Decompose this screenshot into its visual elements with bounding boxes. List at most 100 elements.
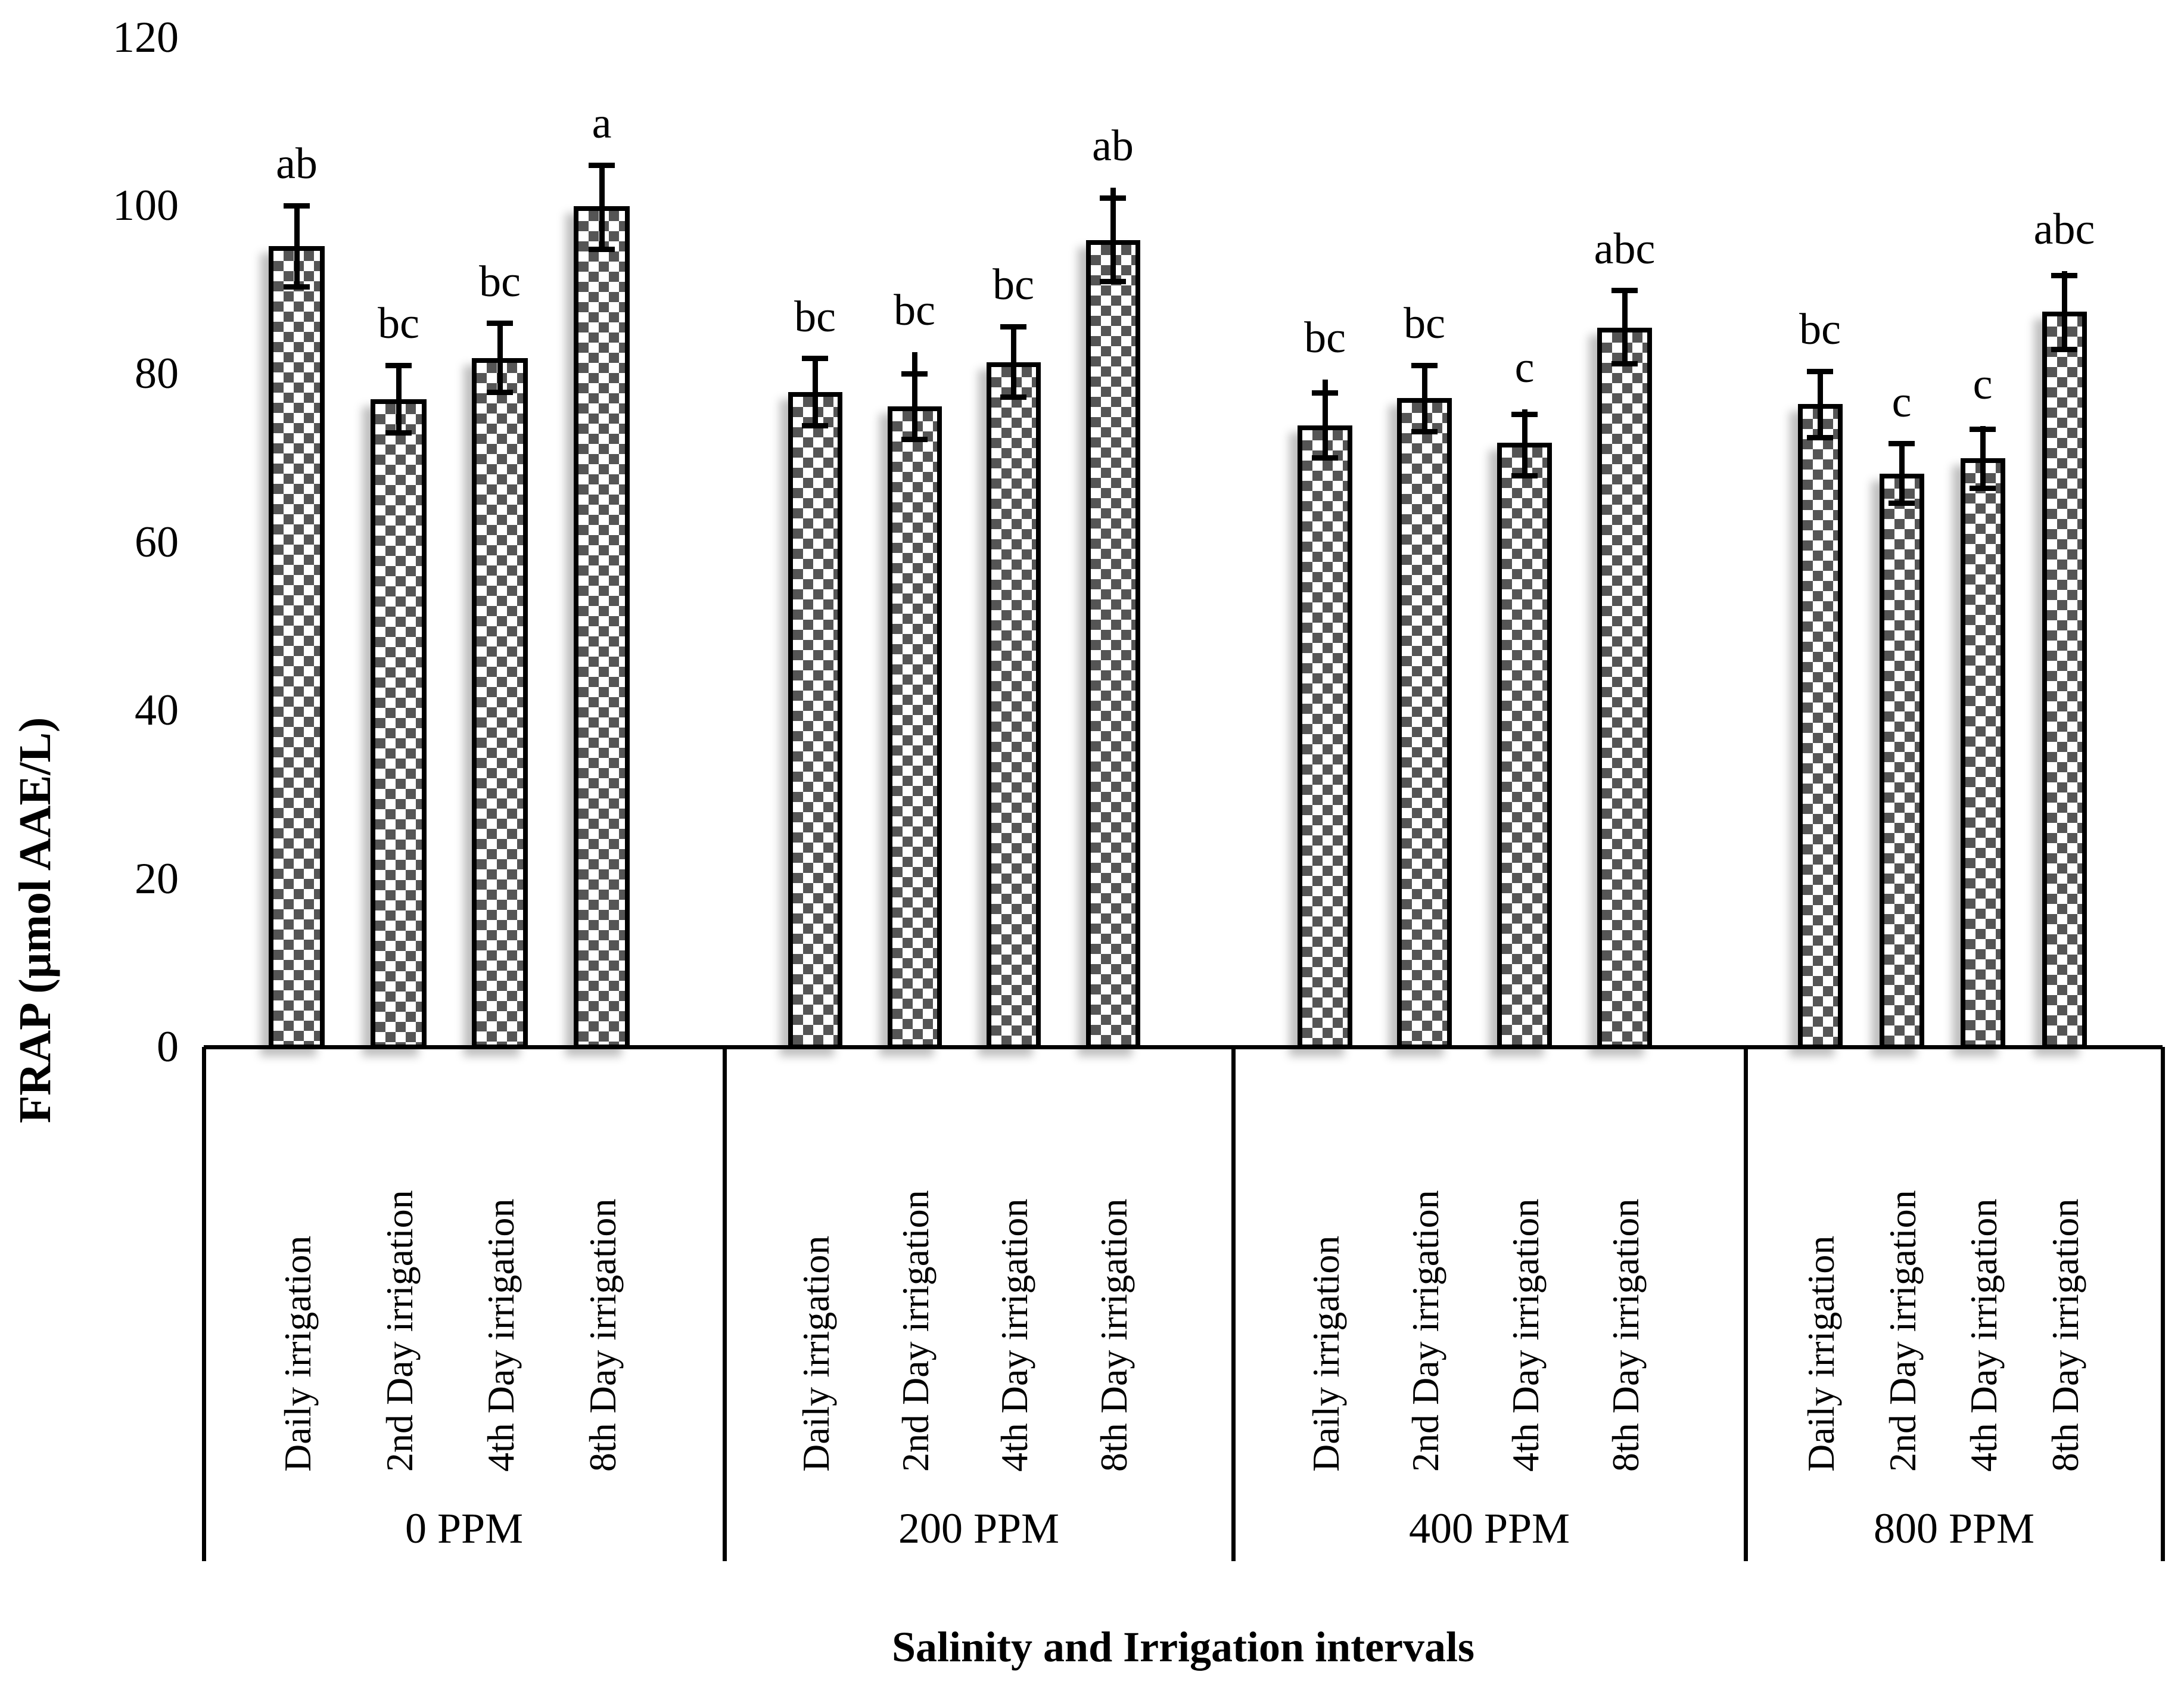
y-tick-label: 40 <box>135 686 179 735</box>
error-bar-bottom-cap <box>802 423 828 429</box>
error-bar-line <box>1817 371 1823 438</box>
category-box-divider <box>1744 1047 1748 1561</box>
bar <box>371 399 427 1049</box>
error-bar-top-cap <box>1511 411 1538 417</box>
bar <box>1397 398 1452 1049</box>
category-label: 2nd Day irrigation <box>1404 1190 1446 1472</box>
category-box-divider <box>1231 1047 1236 1561</box>
category-label: 4th Day irrigation <box>993 1198 1035 1472</box>
error-bar-bottom-cap <box>385 430 412 436</box>
category-box-divider <box>202 1047 206 1561</box>
category-label: Daily irrigation <box>1305 1235 1347 1472</box>
category-label: 2nd Day irrigation <box>894 1190 937 1472</box>
error-bar-top-cap <box>1970 427 1996 433</box>
error-bar-line <box>1322 380 1328 458</box>
error-bar-bottom-cap <box>589 246 615 252</box>
error-bar-top-cap <box>2051 272 2077 278</box>
bar <box>986 362 1041 1049</box>
y-tick-label: 80 <box>135 349 179 399</box>
significance-letter: bc <box>1404 299 1445 349</box>
bar <box>1879 474 1924 1049</box>
significance-letter: bc <box>1304 313 1346 363</box>
significance-letter: abc <box>1594 224 1656 273</box>
y-tick-label: 100 <box>113 181 179 230</box>
error-bar-bottom-cap <box>487 389 513 395</box>
error-bar-top-cap <box>1611 288 1638 294</box>
category-label: 4th Day irrigation <box>1504 1198 1547 1472</box>
significance-letter: bc <box>378 299 419 349</box>
y-tick-label: 0 <box>157 1022 179 1071</box>
bar <box>1298 425 1352 1049</box>
bar <box>1497 443 1552 1049</box>
group-label: 400 PPM <box>1408 1505 1570 1552</box>
error-bar-top-cap <box>589 162 615 168</box>
group-label: 800 PPM <box>1873 1505 2035 1552</box>
bar <box>788 392 842 1049</box>
bar <box>269 245 325 1049</box>
significance-letter: c <box>1973 359 1993 409</box>
error-bar-top-cap <box>284 203 310 209</box>
bar <box>1597 327 1652 1049</box>
significance-letter: bc <box>993 260 1034 310</box>
error-bar-bottom-cap <box>1312 455 1338 461</box>
error-bar-top-cap <box>1312 390 1338 396</box>
significance-letter: bc <box>894 285 935 335</box>
error-bar-line <box>2061 271 2067 350</box>
error-bar-line <box>294 206 300 287</box>
category-label: Daily irrigation <box>795 1235 837 1472</box>
error-bar-line <box>1110 188 1116 282</box>
y-tick-label: 120 <box>113 13 179 62</box>
group-label: 0 PPM <box>405 1505 524 1552</box>
category-box-divider <box>723 1047 727 1561</box>
error-bar-line <box>1980 425 1986 489</box>
error-bar-line <box>1522 409 1527 476</box>
category-label: 8th Day irrigation <box>1604 1198 1647 1472</box>
bar <box>887 406 942 1049</box>
error-bar-bottom-cap <box>1611 360 1638 366</box>
category-label: 2nd Day irrigation <box>378 1190 421 1472</box>
category-label: Daily irrigation <box>1800 1235 1842 1472</box>
y-tick-label: 60 <box>135 517 179 567</box>
x-axis-title: Salinity and Irrigation intervals <box>891 1623 1475 1671</box>
error-bar-line <box>497 323 503 393</box>
significance-letter: bc <box>794 292 836 341</box>
error-bar-top-cap <box>901 371 928 377</box>
category-box-divider <box>2161 1047 2165 1561</box>
category-label: Daily irrigation <box>276 1235 319 1472</box>
error-bar-bottom-cap <box>901 437 928 443</box>
error-bar-line <box>1622 290 1628 364</box>
category-label: 8th Day irrigation <box>581 1198 624 1472</box>
category-label: 4th Day irrigation <box>480 1198 522 1472</box>
category-label: 8th Day irrigation <box>1093 1198 1135 1472</box>
error-bar-bottom-cap <box>1100 278 1126 284</box>
bar <box>2042 311 2087 1049</box>
error-bar-top-cap <box>1889 441 1915 447</box>
error-bar-top-cap <box>487 321 513 327</box>
error-bar-line <box>1010 327 1016 397</box>
error-bar-line <box>1421 365 1427 432</box>
significance-letter: abc <box>2033 205 2095 254</box>
significance-letter: bc <box>479 257 521 306</box>
error-bar-bottom-cap <box>284 284 310 290</box>
significance-letter: c <box>1514 343 1535 392</box>
bar <box>1960 458 2005 1049</box>
x-axis-baseline <box>204 1045 2163 1049</box>
error-bar-bottom-cap <box>1511 473 1538 478</box>
error-bar-top-cap <box>1411 362 1438 368</box>
error-bar-line <box>911 352 917 440</box>
significance-letter: c <box>1891 377 1912 427</box>
error-bar-line <box>812 358 818 426</box>
error-bar-line <box>396 365 402 433</box>
significance-letter: ab <box>1092 122 1134 171</box>
bar <box>574 206 630 1049</box>
bar <box>1797 404 1843 1049</box>
significance-letter: a <box>592 99 612 148</box>
error-bar-bottom-cap <box>1411 429 1438 435</box>
error-bar-bottom-cap <box>1000 394 1026 400</box>
category-label: 2nd Day irrigation <box>1881 1190 1924 1472</box>
error-bar-bottom-cap <box>1889 501 1915 506</box>
error-bar-bottom-cap <box>1807 435 1833 441</box>
category-label: 8th Day irrigation <box>2044 1198 2086 1472</box>
error-bar-top-cap <box>1100 195 1126 201</box>
